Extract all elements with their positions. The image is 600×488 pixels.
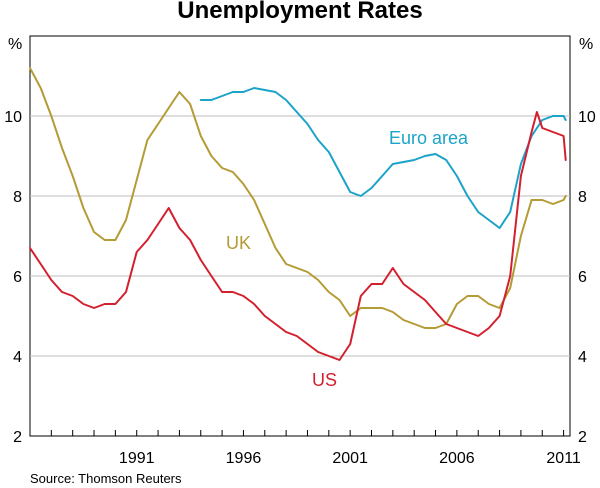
x-tick-label-1996: 1996 — [226, 450, 262, 467]
series-line-us — [29, 111, 567, 361]
chart-title: Unemployment Rates — [177, 0, 422, 24]
x-tick-label-2006: 2006 — [439, 450, 475, 467]
series-label-us: US — [312, 370, 337, 390]
y-axis-unit-left: % — [8, 36, 22, 53]
y-tick-label-left-10: 10 — [4, 109, 22, 126]
x-tick-label-2011: 2011 — [546, 450, 581, 467]
gridlines — [30, 115, 570, 357]
x-tick-label-2001: 2001 — [332, 450, 368, 467]
series-label-uk: UK — [226, 233, 251, 253]
y-axis-unit-right: % — [579, 36, 593, 53]
plot-frame — [29, 35, 571, 437]
y-tick-label-right-4: 4 — [578, 349, 587, 366]
y-tick-label-left-8: 8 — [13, 189, 22, 206]
y-tick-label-right-2: 2 — [578, 429, 587, 446]
y-tick-labels: 2 2 4 4 6 6 8 8 10 10 — [4, 109, 596, 446]
series-label-euro-area: Euro area — [389, 128, 469, 148]
x-tick-labels: 1991 1996 2001 2006 2011 — [119, 450, 581, 467]
x-tick-label-1991: 1991 — [119, 450, 155, 467]
source-note: Source: Thomson Reuters — [30, 471, 182, 486]
y-tick-label-left-4: 4 — [13, 349, 22, 366]
series-lines — [29, 67, 567, 361]
series-line-uk — [29, 67, 567, 329]
y-tick-label-right-6: 6 — [578, 269, 587, 286]
series-line-euro-area — [199, 87, 567, 229]
y-tick-label-left-2: 2 — [13, 429, 22, 446]
x-tick-marks — [29, 430, 565, 436]
y-tick-label-left-6: 6 — [13, 269, 22, 286]
y-tick-label-right-10: 10 — [578, 109, 596, 126]
y-tick-label-right-8: 8 — [578, 189, 587, 206]
